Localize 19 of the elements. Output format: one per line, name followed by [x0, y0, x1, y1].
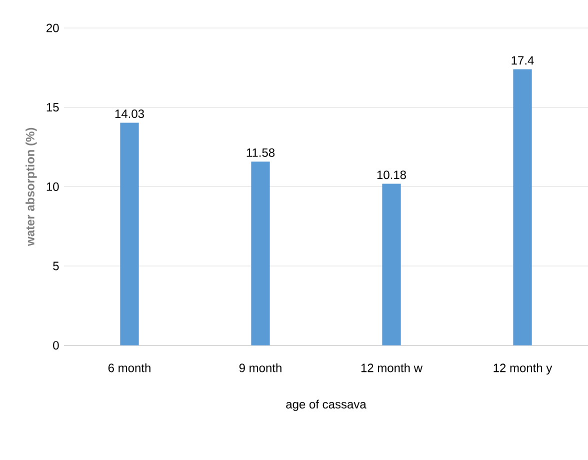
x-tick-label: 12 month w — [361, 363, 423, 372]
data-label: 10.18 — [377, 170, 406, 180]
data-label: 17.4 — [512, 56, 534, 65]
bar — [120, 122, 139, 346]
x-tick-label: 12 month y — [494, 363, 552, 375]
bar — [513, 69, 532, 346]
x-tick-label: 9 month — [239, 363, 282, 372]
y-tick-label: 0 — [53, 341, 59, 350]
data-label: 11.58 — [246, 148, 275, 157]
bar — [251, 162, 270, 346]
y-tick-label: 20 — [46, 24, 59, 32]
y-tick-label: 15 — [46, 103, 59, 112]
x-tick-label: 6 month — [108, 363, 150, 372]
bar — [382, 184, 401, 346]
data-label: 14.03 — [115, 110, 144, 118]
x-axis-title: age of cassava — [286, 400, 366, 411]
y-axis-title: water absorption (%) — [26, 128, 37, 246]
y-tick-label: 10 — [46, 182, 59, 191]
y-tick-label: 5 — [53, 262, 59, 270]
